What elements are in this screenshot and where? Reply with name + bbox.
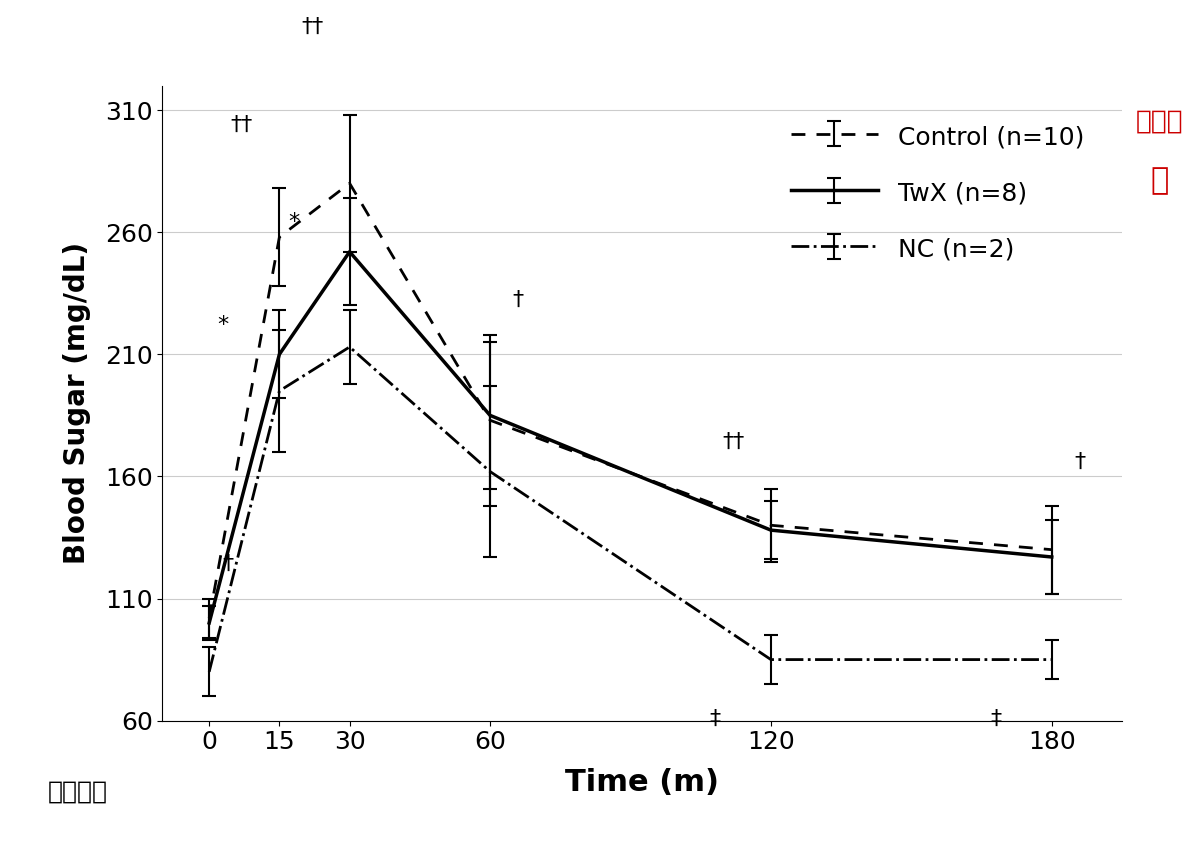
Text: †: †	[223, 554, 233, 574]
Text: *: *	[287, 212, 299, 233]
X-axis label: Time (m): Time (m)	[565, 769, 719, 797]
Text: 血糖値: 血糖値	[1136, 109, 1184, 134]
Text: *: *	[218, 315, 229, 335]
Text: ‡: ‡	[709, 709, 721, 728]
Text: （図５）: （図５）	[48, 780, 108, 804]
Text: ††: ††	[300, 17, 323, 37]
Text: ††: ††	[231, 115, 253, 134]
Legend: Control (n=10), TwX (n=8), NC (n=2): Control (n=10), TwX (n=8), NC (n=2)	[766, 98, 1110, 287]
Y-axis label: Blood Sugar (mg/dL): Blood Sugar (mg/dL)	[63, 242, 91, 564]
Text: ‡: ‡	[990, 709, 1001, 728]
Text: †: †	[1074, 451, 1086, 471]
Text: 高: 高	[1150, 166, 1168, 195]
Text: ††: ††	[722, 432, 745, 452]
Text: †: †	[512, 291, 524, 310]
